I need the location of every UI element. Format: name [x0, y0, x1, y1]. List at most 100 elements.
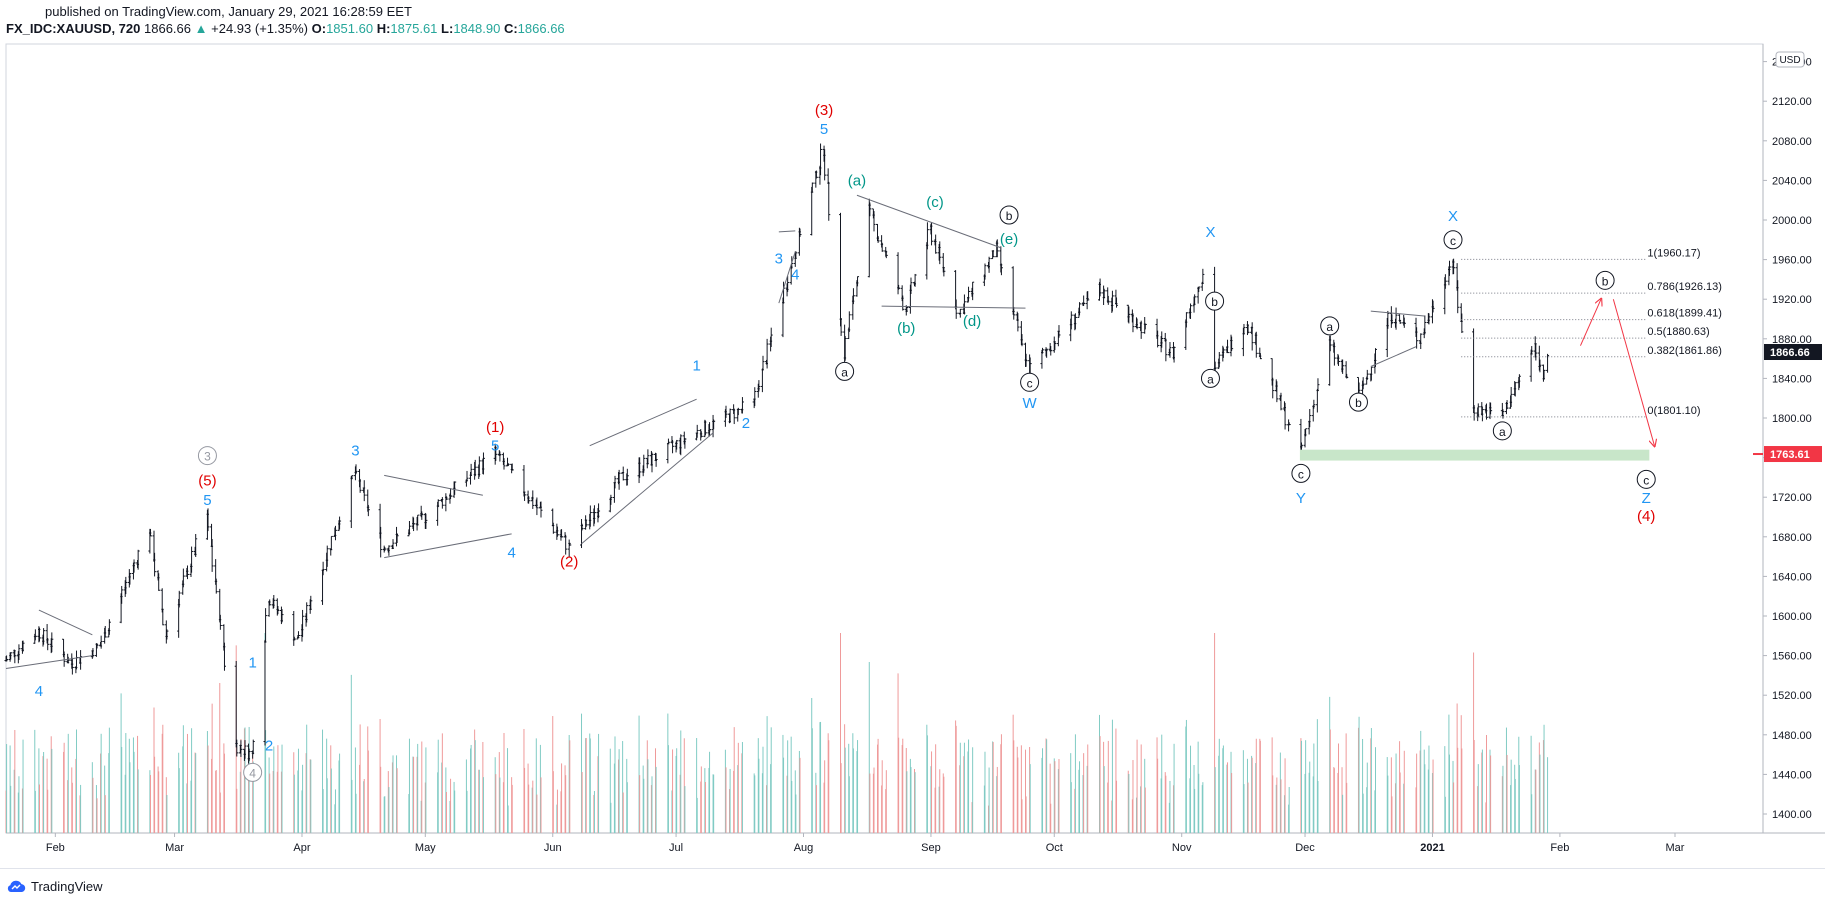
close-value: 1866.66 — [517, 21, 565, 36]
candle — [1049, 346, 1053, 356]
drawings: 1(1960.17) 0.786(1926.13) 0.618(1899.41) 0.… — [5, 194, 1722, 669]
candle — [46, 637, 50, 651]
candle — [498, 451, 502, 462]
candle — [905, 306, 909, 313]
trendline — [5, 655, 93, 669]
candle — [350, 475, 354, 480]
candle — [321, 561, 325, 576]
candles — [4, 143, 1550, 764]
candle — [264, 608, 268, 643]
x-tick-label: Apr — [293, 842, 310, 854]
candle — [1168, 342, 1172, 358]
candle — [1279, 392, 1283, 411]
candle — [913, 273, 917, 287]
x-tick-label: Mar — [165, 842, 184, 854]
candle — [263, 639, 267, 746]
candle — [1513, 382, 1517, 397]
y-tick-label: 1720.00 — [1772, 492, 1812, 504]
candle — [292, 611, 296, 646]
price-change: +24.93 (+1.35%) — [211, 21, 308, 36]
wave-label: a — [1499, 425, 1506, 439]
candle — [1394, 307, 1398, 330]
candle — [1230, 336, 1234, 352]
candle — [136, 549, 140, 570]
wave-label: a — [1207, 372, 1214, 386]
wave-label: a — [841, 365, 848, 379]
candle — [1057, 325, 1061, 338]
candle — [740, 397, 744, 414]
candle — [765, 338, 769, 369]
wave-label: 2 — [742, 415, 750, 432]
open-value: 1851.60 — [326, 21, 374, 36]
wave-label: 4 — [249, 766, 256, 780]
candle — [268, 599, 272, 606]
high-label: H: — [376, 21, 391, 36]
candle — [995, 239, 999, 258]
fib-level-label: 0.5(1880.63) — [1647, 326, 1709, 338]
price-badge — [1764, 344, 1822, 361]
candle — [1456, 280, 1460, 314]
y-tick-label: 1880.00 — [1772, 334, 1812, 346]
candle — [99, 635, 103, 649]
candle — [675, 439, 679, 450]
candle — [280, 609, 284, 623]
trendline — [881, 305, 1026, 309]
candle — [708, 422, 712, 436]
candle — [555, 526, 559, 537]
candle — [839, 317, 843, 336]
candle — [1505, 400, 1509, 410]
candle — [617, 469, 621, 490]
wave-label: 1 — [248, 654, 256, 671]
high-value: 1875.61 — [390, 21, 438, 36]
candle — [1143, 323, 1147, 330]
candle — [416, 514, 420, 526]
trendline — [778, 230, 796, 233]
candle — [165, 629, 169, 640]
candle — [810, 186, 814, 236]
candle — [391, 539, 395, 549]
y-tick-label: 1400.00 — [1772, 809, 1812, 821]
candle — [1312, 399, 1316, 409]
wave-label-circle — [1020, 372, 1040, 392]
candle — [551, 522, 555, 534]
candle — [1374, 348, 1378, 367]
candle — [851, 288, 855, 305]
candle — [826, 168, 830, 184]
candle — [1135, 318, 1139, 330]
candle — [1012, 306, 1016, 320]
tradingview-logo[interactable]: TradingView — [6, 879, 103, 894]
candle — [1102, 288, 1106, 299]
candle — [412, 517, 416, 532]
candle — [703, 420, 707, 436]
wave-label: X — [1448, 208, 1458, 225]
fib-level-label: 0.382(1861.86) — [1647, 345, 1722, 357]
candle — [724, 405, 728, 418]
symbol-name[interactable]: FX_IDC:XAUUSD, 720 — [6, 21, 141, 36]
candle — [1184, 312, 1188, 328]
candle — [206, 508, 210, 532]
candle — [613, 475, 617, 489]
y-tick-label: 1440.00 — [1772, 769, 1812, 781]
candle — [1365, 369, 1369, 380]
candle — [70, 657, 74, 675]
candle — [625, 468, 629, 486]
candle — [794, 251, 798, 259]
candle — [1530, 346, 1534, 355]
candle — [897, 284, 901, 290]
candle — [1304, 428, 1308, 437]
candle — [1082, 295, 1086, 306]
published-info: published on TradingView.com, January 29… — [45, 4, 412, 19]
candle — [1275, 381, 1279, 403]
candle — [819, 143, 823, 176]
price-chart[interactable]: 1(1960.17) 0.786(1926.13) 0.618(1899.41) 0.… — [0, 0, 1825, 868]
candle — [358, 478, 362, 493]
candle — [440, 497, 444, 509]
close-label: C: — [503, 21, 518, 36]
wave-label-circle — [1320, 316, 1340, 336]
candle — [91, 648, 95, 658]
axes: 2160.002120.002080.002040.002000.001960.… — [46, 51, 1822, 854]
x-tick-label: Nov — [1172, 842, 1192, 854]
wave-label-circle — [1595, 270, 1615, 290]
trendline — [384, 533, 512, 559]
candle — [338, 516, 342, 530]
